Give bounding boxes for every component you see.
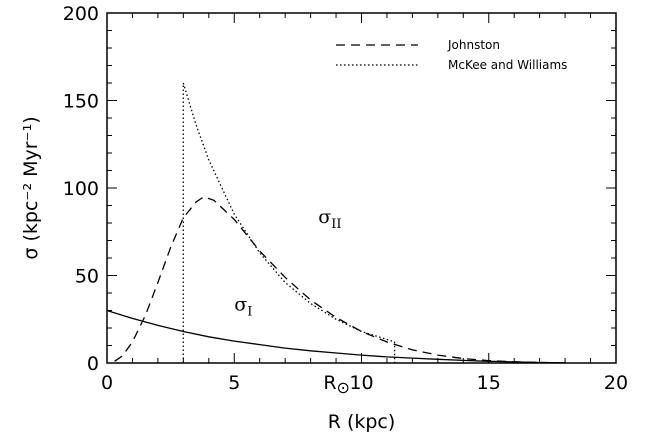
sigma-i-label: σI bbox=[234, 294, 252, 320]
y-tick-label: 0 bbox=[87, 353, 99, 375]
x-tick-label: 5 bbox=[228, 372, 240, 394]
legend-label: Johnston bbox=[447, 38, 500, 52]
y-axis-title: σ (kpc⁻² Myr⁻¹) bbox=[20, 116, 42, 259]
legend: Johnston McKee and Williams bbox=[336, 38, 567, 72]
x-tick-label: 10 bbox=[349, 372, 373, 394]
y-tick-label: 150 bbox=[63, 91, 99, 113]
y-tick-label: 200 bbox=[63, 3, 99, 25]
series-line-solid bbox=[106, 309, 566, 364]
series-layer bbox=[106, 82, 566, 364]
y-tick-label: 50 bbox=[75, 266, 99, 288]
legend-label: McKee and Williams bbox=[448, 58, 567, 72]
sigma-ii-label: σII bbox=[318, 206, 341, 232]
annotations-layer: σII σI R⊙ bbox=[234, 206, 350, 397]
x-tick-label: 0 bbox=[101, 372, 113, 394]
y-tick-label: 100 bbox=[63, 178, 99, 200]
x-axis-title: R (kpc) bbox=[328, 411, 396, 433]
x-tick-label: 20 bbox=[604, 372, 628, 394]
series-line-dashed bbox=[114, 196, 566, 364]
x-tick-label: 15 bbox=[477, 372, 501, 394]
r-sun-label: R⊙ bbox=[323, 372, 350, 397]
series-line-dotted bbox=[182, 82, 396, 363]
